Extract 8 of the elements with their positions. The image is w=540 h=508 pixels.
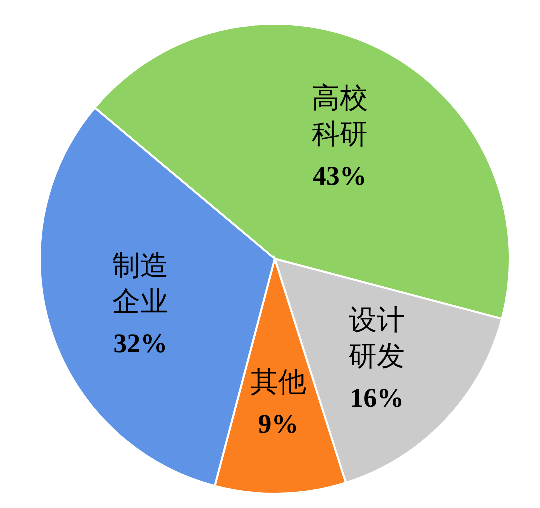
slice-label: 制造企业 (112, 249, 169, 318)
data-label: 43% (312, 160, 367, 191)
data-label: 32% (114, 328, 168, 359)
slice-label: 其他 (250, 365, 306, 398)
data-label: 9% (258, 408, 299, 439)
data-label: 16% (350, 383, 404, 414)
slice-label: 高校科研 (312, 81, 368, 150)
slice-label: 设计研发 (349, 304, 406, 373)
